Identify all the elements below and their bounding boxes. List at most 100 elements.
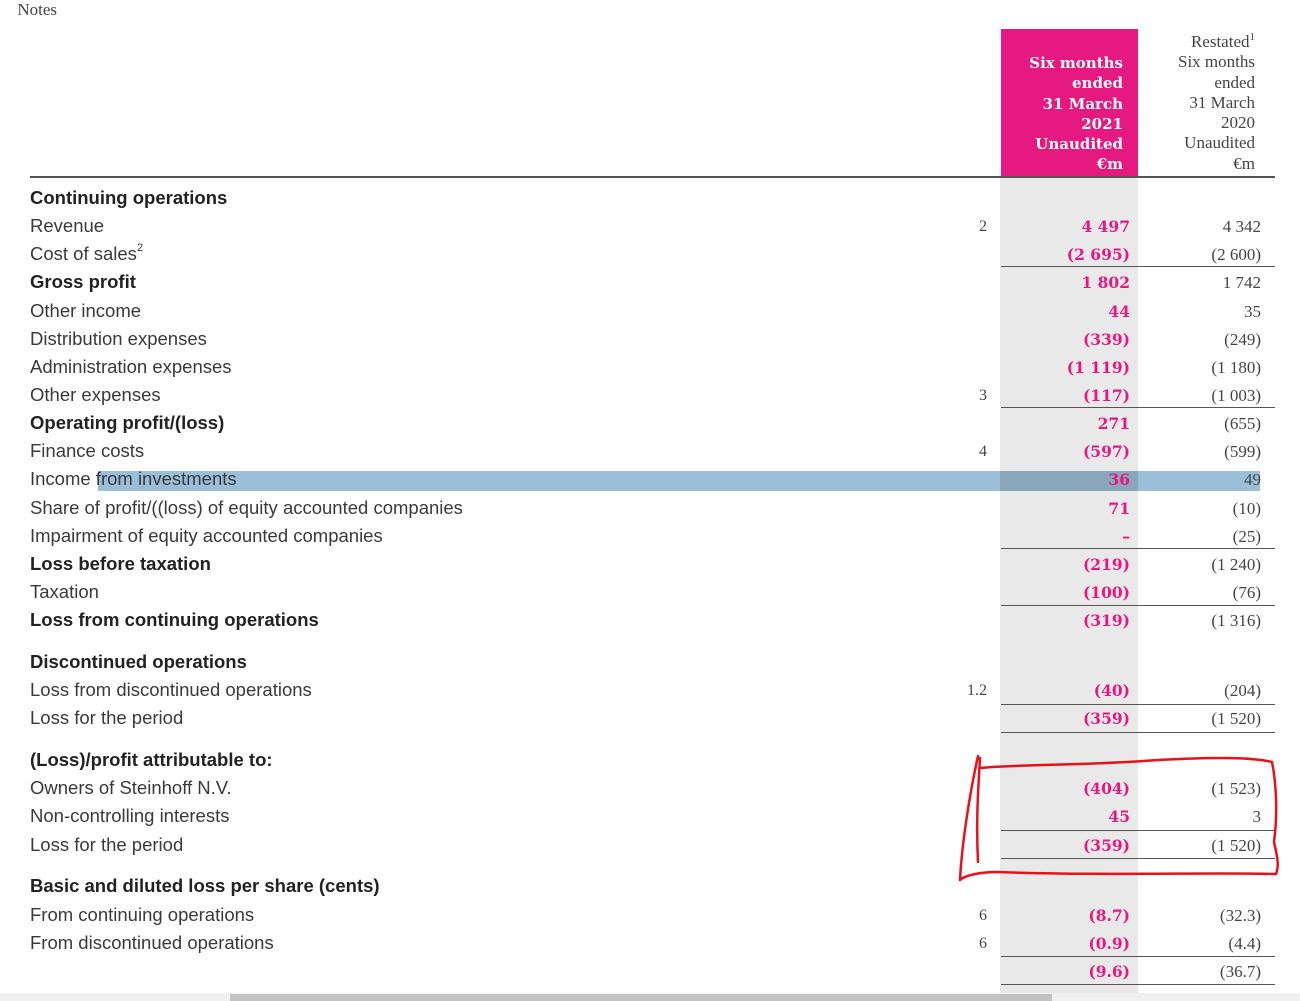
current-period-value: 45 xyxy=(1108,807,1130,826)
subtotal-rule xyxy=(1001,548,1275,549)
line-item-label: Administration expenses xyxy=(30,356,232,377)
current-period-value: 71 xyxy=(1108,499,1130,518)
notes-column-header: Notes xyxy=(17,0,57,19)
prior-period-header: Restated1 Six months ended 31 March 2020… xyxy=(1140,32,1255,174)
line-item-label: Revenue xyxy=(30,215,105,236)
table-row: Gross profit 1 802 1 742 xyxy=(0,269,1300,295)
current-period-value: (359) xyxy=(1082,709,1130,728)
line-item-label: Owners of Steinhoff N.V. xyxy=(30,777,232,798)
table-row: Other expenses 3 (117) (1 003) xyxy=(0,382,1300,408)
current-period-value: (0.9) xyxy=(1088,934,1130,953)
red-annotation-box xyxy=(958,754,1279,882)
line-item-label: Taxation xyxy=(30,581,99,602)
table-row: (9.6) (36.7) xyxy=(0,958,1300,984)
subtotal-rule xyxy=(1001,605,1275,606)
table-row: Distribution expenses (339) (249) xyxy=(0,326,1300,352)
prior-period-header-text: Six months ended 31 March 2020 Unaudited… xyxy=(1178,52,1255,173)
section-heading-row: Discontinued operations xyxy=(0,649,1300,675)
prior-period-value: 49 xyxy=(1244,470,1261,489)
table-row: Loss before taxation (219) (1 240) xyxy=(0,551,1300,577)
prior-period-value: (36.7) xyxy=(1219,962,1261,981)
line-item-label: Finance costs xyxy=(30,440,145,461)
subtotal-rule xyxy=(1001,956,1275,957)
subtotal-rule xyxy=(1001,266,1275,267)
current-period-value: 271 xyxy=(1097,414,1130,433)
note-reference: 4 xyxy=(979,443,987,460)
prior-period-value: (76) xyxy=(1232,583,1261,602)
line-item-label: Non-controlling interests xyxy=(30,805,230,826)
subtotal-rule xyxy=(1001,858,1275,859)
current-period-header: Six months ended 31 March 2021 Unaudited… xyxy=(1029,54,1123,174)
table-row: Loss from discontinued operations 1.2 (40)… xyxy=(0,677,1300,703)
table-row: Impairment of equity accounted companies… xyxy=(0,523,1300,549)
line-item-label: Distribution expenses xyxy=(30,328,207,349)
current-period-value: (2 695) xyxy=(1066,245,1130,264)
restated-footnote-marker: 1 xyxy=(1249,31,1256,43)
prior-period-value: (25) xyxy=(1232,527,1261,546)
section-heading-row: (Loss)/profit attributable to: xyxy=(0,747,1300,773)
table-row: Loss for the period (359) (1 520) xyxy=(0,705,1300,731)
note-reference: 3 xyxy=(979,387,987,404)
line-item-label: Loss for the period xyxy=(30,707,184,728)
table-row: Administration expenses (1 119) (1 180) xyxy=(0,354,1300,380)
line-item-label: Income from investments xyxy=(30,468,237,489)
prior-period-value: (204) xyxy=(1224,681,1261,700)
section-heading: Discontinued operations xyxy=(30,651,247,672)
prior-period-value: (1 316) xyxy=(1211,611,1261,630)
subtotal-rule xyxy=(1001,704,1275,705)
prior-period-value: (1 523) xyxy=(1211,779,1261,798)
line-item-label: Operating profit/(loss) xyxy=(30,412,225,433)
current-period-value: 1 802 xyxy=(1081,273,1130,292)
note-reference: 6 xyxy=(979,907,987,924)
prior-period-value: (1 240) xyxy=(1211,555,1261,574)
current-period-value: (404) xyxy=(1082,779,1130,798)
table-row: Operating profit/(loss) 271 (655) xyxy=(0,410,1300,436)
table-row: Finance costs 4 (597) (599) xyxy=(0,438,1300,464)
table-row: Income from investments 36 49 xyxy=(0,466,1300,492)
prior-period-value: (1 180) xyxy=(1211,358,1261,377)
current-period-header-box xyxy=(1001,29,1138,176)
current-period-value: (219) xyxy=(1082,555,1130,574)
subtotal-rule xyxy=(1001,407,1275,408)
section-heading: Basic and diluted loss per share (cents) xyxy=(30,875,380,896)
table-row: Other income 44 35 xyxy=(0,298,1300,324)
text-selection-highlight-column xyxy=(1000,471,1138,491)
current-period-value: (1 119) xyxy=(1066,358,1130,377)
section-heading: (Loss)/profit attributable to: xyxy=(30,749,273,770)
table-row: Cost of sales2 (2 695) (2 600) xyxy=(0,241,1300,267)
prior-period-value: (32.3) xyxy=(1219,906,1261,925)
current-period-value: (339) xyxy=(1082,330,1130,349)
line-item-label: Other expenses xyxy=(30,384,161,405)
line-item-label: Other income xyxy=(30,300,142,321)
note-reference: 1.2 xyxy=(967,682,987,699)
subtotal-rule xyxy=(1001,732,1275,733)
prior-period-value: (655) xyxy=(1224,414,1261,433)
current-period-value: (597) xyxy=(1082,442,1130,461)
prior-period-value: (1 003) xyxy=(1211,386,1261,405)
current-period-value: (8.7) xyxy=(1088,906,1130,925)
line-item-label: Loss before taxation xyxy=(30,553,211,574)
table-row: Taxation (100) (76) xyxy=(0,579,1300,605)
line-item-label: Impairment of equity accounted companies xyxy=(30,525,383,546)
line-item-label: From discontinued operations xyxy=(30,932,274,953)
current-period-value: (100) xyxy=(1082,583,1130,602)
section-heading-row: Basic and diluted loss per share (cents) xyxy=(0,873,1300,899)
prior-period-value: 3 xyxy=(1252,807,1262,826)
footnote-marker: 2 xyxy=(136,242,144,254)
table-row: Loss for the period (359) (1 520) xyxy=(0,832,1300,858)
table-row: From continuing operations 6 (8.7) (32.3) xyxy=(0,902,1300,928)
current-period-value: (40) xyxy=(1093,681,1130,700)
section-heading-row: Continuing operations xyxy=(0,185,1300,211)
prior-period-value: 35 xyxy=(1244,302,1261,321)
subtotal-rule xyxy=(1001,984,1275,985)
current-period-value: (9.6) xyxy=(1088,962,1130,981)
line-item-label: Loss from continuing operations xyxy=(30,609,319,630)
prior-period-value: (4.4) xyxy=(1228,934,1261,953)
prior-period-value: 4 342 xyxy=(1222,217,1261,236)
horizontal-scrollbar-thumb[interactable] xyxy=(230,994,1052,1001)
table-row: Owners of Steinhoff N.V. (404) (1 523) xyxy=(0,775,1300,801)
prior-period-value: (2 600) xyxy=(1211,245,1261,264)
prior-period-value: 1 742 xyxy=(1222,273,1261,292)
subtotal-rule xyxy=(1001,830,1275,831)
table-row: Non-controlling interests 45 3 xyxy=(0,803,1300,829)
